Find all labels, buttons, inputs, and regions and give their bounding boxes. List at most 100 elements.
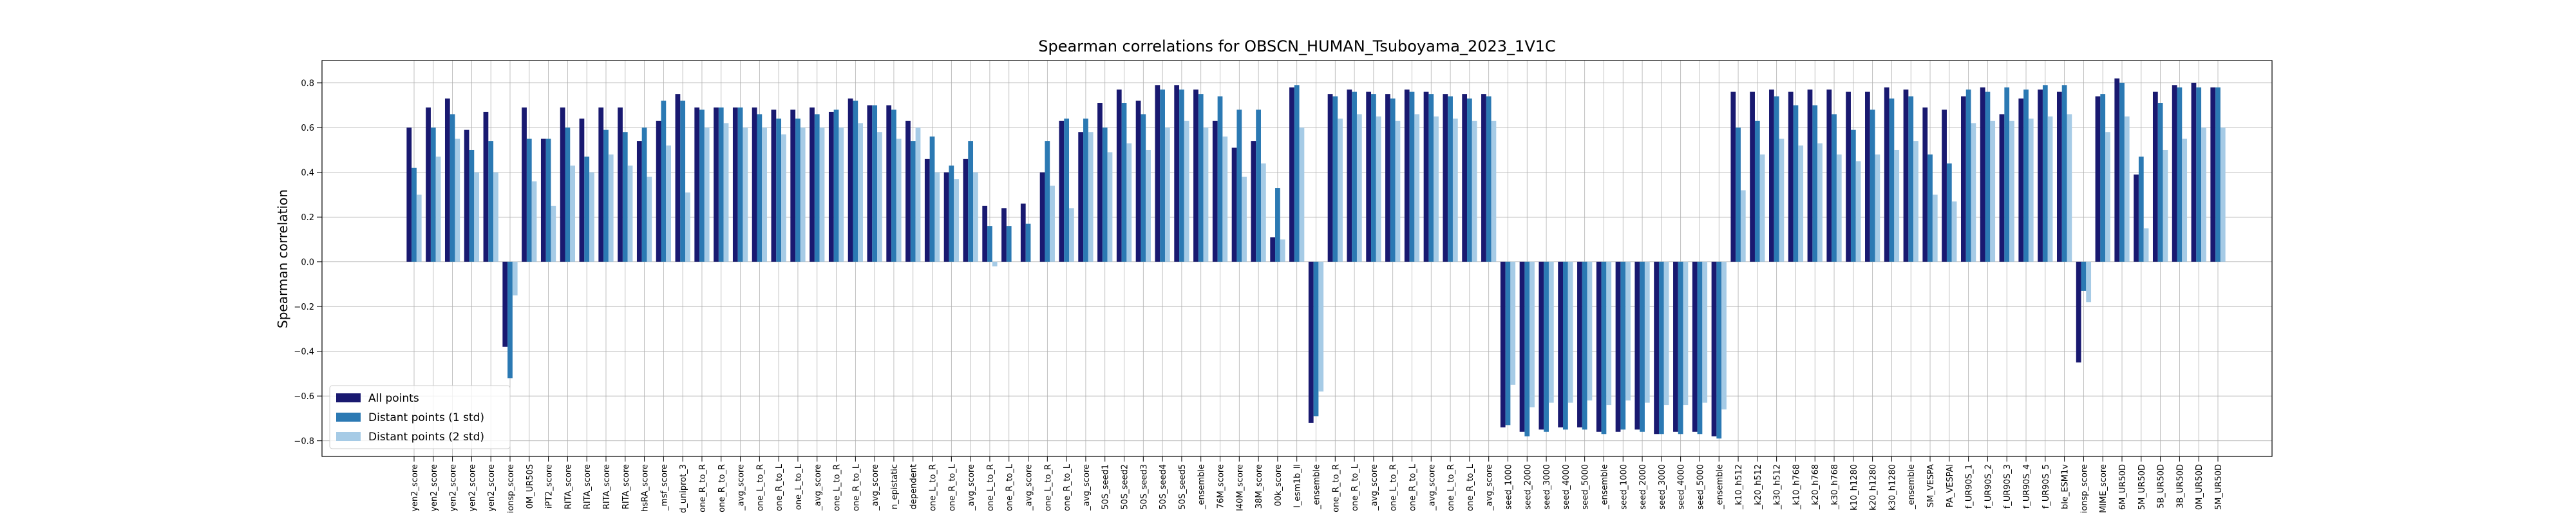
bar: [426, 107, 431, 262]
bar: [507, 261, 513, 379]
bar: [531, 181, 537, 262]
x-tick-label: seed_5000: [1696, 464, 1705, 510]
bar: [2152, 91, 2158, 262]
bar: [1395, 120, 1401, 262]
x-tick-label: one_R_to_L: [1063, 464, 1072, 511]
bar: [1308, 261, 1314, 423]
x-tick-label: 50S_seed4: [1159, 464, 1168, 510]
x-tick-label: ionsp_score: [506, 464, 516, 513]
bar: [1409, 91, 1415, 262]
bar: [1951, 201, 1957, 262]
bar: [1524, 261, 1530, 436]
bar: [1428, 94, 1434, 262]
bar: [2023, 89, 2029, 262]
bar: [2191, 82, 2197, 262]
bar: [2100, 94, 2106, 262]
bar: [406, 127, 412, 262]
bar: [1673, 261, 1678, 432]
bar: [1135, 100, 1141, 262]
bar: [1505, 261, 1511, 426]
bar: [2157, 103, 2163, 262]
bar: [828, 111, 834, 262]
bar: [795, 118, 800, 262]
bar: [1491, 120, 1497, 262]
y-tick-label: 0.0: [301, 258, 314, 268]
bar: [589, 172, 594, 262]
bar: [1404, 89, 1410, 262]
y-axis-label: Spearman correlation: [275, 189, 290, 328]
bar: [680, 100, 686, 262]
bar: [2124, 116, 2130, 262]
legend-box: [329, 385, 511, 449]
x-tick-label: seed_2000: [1638, 464, 1648, 510]
bar: [1855, 161, 1861, 262]
bar: [1510, 261, 1516, 385]
bar: [1107, 152, 1113, 262]
x-tick-label: k30_h1280: [1888, 464, 1897, 510]
x-tick-label: one_L_to_L: [794, 464, 804, 510]
bar: [2105, 132, 2110, 262]
bar: [1711, 261, 1717, 436]
bar: [1548, 261, 1554, 403]
x-tick-label: _ensemble: [1715, 464, 1725, 510]
x-tick-label: seed_5000: [1581, 464, 1591, 510]
chart-title: Spearman correlations for OBSCN_HUMAN_Ts…: [1038, 37, 1556, 55]
bar: [1025, 223, 1031, 262]
y-tick-label: 0.8: [301, 79, 314, 89]
bar: [800, 127, 806, 262]
bar: [1544, 261, 1549, 432]
bar: [1356, 114, 1362, 262]
bar: [891, 109, 896, 262]
x-tick-label: hsRA_score: [641, 464, 650, 512]
bar: [1692, 261, 1698, 432]
bar: [982, 205, 988, 262]
bar: [1102, 127, 1108, 262]
bar: [1390, 98, 1396, 262]
bar: [963, 158, 969, 262]
x-tick-label: one_R_to_R: [717, 464, 727, 512]
bar: [1141, 114, 1146, 262]
bar: [1663, 261, 1669, 406]
bar: [2067, 114, 2072, 262]
bar: [1932, 194, 1938, 262]
bar: [1481, 94, 1486, 262]
bar: [1280, 239, 1285, 262]
bar: [661, 100, 667, 262]
bar: [1164, 127, 1170, 262]
x-tick-label: 0M_UR50S: [526, 464, 535, 509]
x-tick-label: one_R_to_L: [775, 464, 784, 511]
bar: [1587, 261, 1593, 401]
x-tick-label: dependent: [909, 464, 919, 509]
x-tick-label: _msf_score: [659, 464, 669, 511]
bar: [430, 127, 436, 262]
x-tick-label: f_UR90S_3: [2003, 464, 2012, 509]
bar: [1539, 261, 1544, 430]
x-tick-label: f_UR90S_5: [2041, 464, 2051, 509]
bar: [943, 172, 949, 262]
bar: [1236, 109, 1242, 262]
bar: [2081, 261, 2087, 291]
bar: [1338, 118, 1343, 262]
bar: [1222, 136, 1228, 262]
x-tick-label: one_L_to_R: [1389, 464, 1399, 511]
x-tick-label: one_L_to_R: [1043, 464, 1053, 511]
bar: [1965, 89, 1971, 262]
bar: [1740, 190, 1746, 262]
bar: [1832, 114, 1837, 262]
bar: [954, 179, 959, 262]
bar: [1836, 154, 1842, 262]
bar: [2042, 85, 2048, 262]
bar: [1658, 261, 1664, 435]
y-tick-label: −0.2: [294, 303, 314, 312]
legend-label: Distant points (1 std): [368, 411, 484, 424]
bar: [1697, 261, 1703, 435]
bar: [704, 127, 710, 262]
x-tick-label: one_R_to_R: [1331, 464, 1341, 512]
bar: [1817, 143, 1823, 262]
bar: [1601, 261, 1607, 435]
bar: [1644, 261, 1650, 403]
bar: [1289, 87, 1294, 262]
bar: [1467, 98, 1472, 262]
bar: [450, 114, 455, 262]
x-tick-label: one_R_to_L: [1005, 464, 1015, 511]
